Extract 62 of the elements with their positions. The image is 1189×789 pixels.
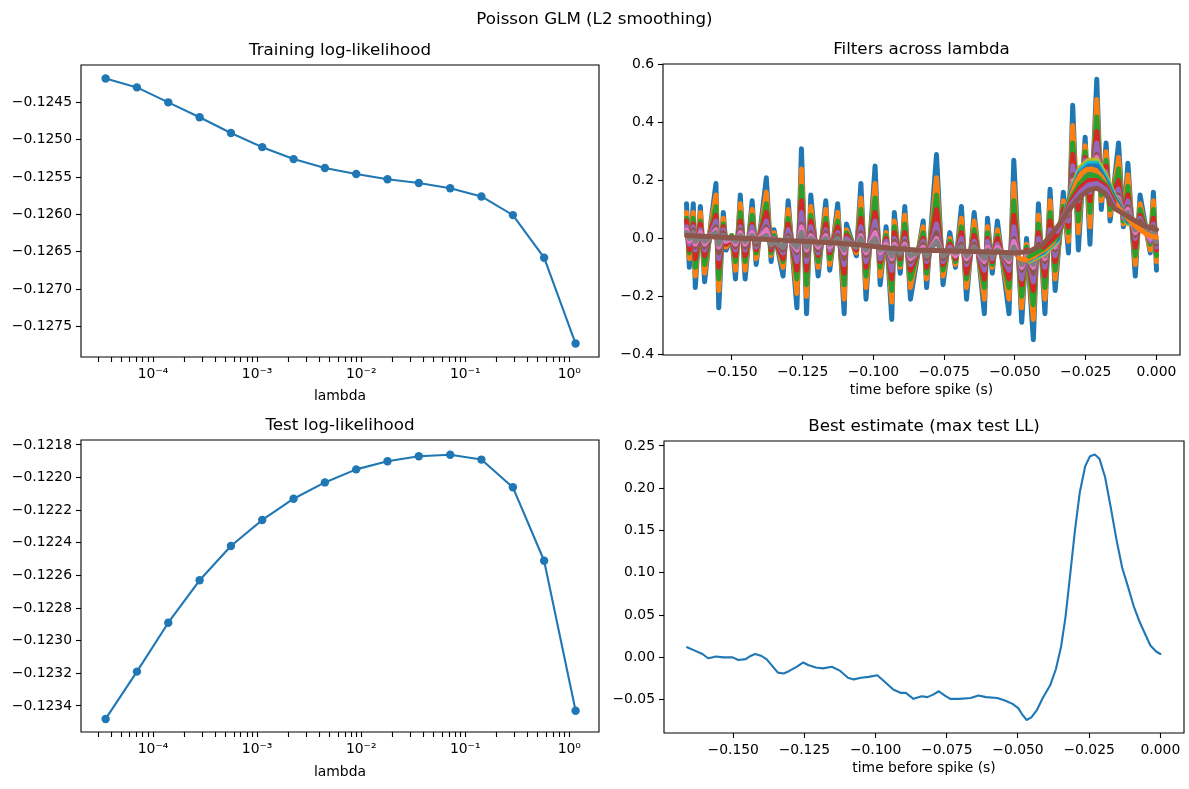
y-tick-label: 0.15 <box>624 521 655 538</box>
x-tick-label: 10⁻³ <box>241 739 273 756</box>
x-tick-label: −0.025 <box>1063 740 1115 757</box>
x-tick-label: 10⁻⁴ <box>137 739 169 756</box>
y-tick-label: −0.2 <box>620 286 654 303</box>
y-tick-label: −0.1226 <box>11 566 72 583</box>
x-tick-label: −0.100 <box>847 362 900 379</box>
y-tick-label: −0.1228 <box>11 598 72 615</box>
chart-title: Training log-likelihood <box>247 39 432 60</box>
x-tick-label: −0.150 <box>706 362 758 379</box>
y-tick-label: 0.0 <box>631 229 654 246</box>
y-tick-label: −0.1255 <box>11 167 72 184</box>
x-tick-label: 10⁻¹ <box>449 739 481 756</box>
x-axis-title: lambda <box>313 387 367 404</box>
y-tick-label: 0.6 <box>631 55 654 72</box>
y-tick-label: −0.4 <box>620 344 655 361</box>
x-axis-title: lambda <box>313 762 367 779</box>
x-tick-label: −0.100 <box>849 740 902 757</box>
x-axis-title: time before spike (s) <box>852 758 996 775</box>
chart-title: Best estimate (max test LL) <box>808 415 1040 436</box>
y-tick-label: 0.05 <box>624 605 655 622</box>
x-tick-label: 10⁻² <box>345 739 377 756</box>
y-tick-label: −0.1234 <box>11 696 73 713</box>
y-tick-label: −0.1250 <box>11 130 72 147</box>
x-tick-label: −0.050 <box>992 740 1044 757</box>
y-tick-label: −0.1218 <box>11 435 72 452</box>
chart-title: Test log-likelihood <box>264 414 415 435</box>
x-tick-label: 0.000 <box>1140 740 1181 757</box>
x-tick-label: 10⁻² <box>345 364 377 381</box>
y-tick-label: −0.1270 <box>11 279 72 296</box>
y-tick-label: −0.1224 <box>11 533 73 550</box>
y-tick-label: −0.1230 <box>11 631 72 648</box>
x-tick-label: −0.075 <box>918 362 970 379</box>
x-tick-label: −0.150 <box>707 740 759 757</box>
y-tick-label: −0.1260 <box>11 204 72 221</box>
x-tick-label: −0.075 <box>921 740 973 757</box>
y-tick-label: −0.1220 <box>11 468 72 485</box>
x-tick-label: 10⁻¹ <box>449 364 481 381</box>
x-tick-label: 10⁻³ <box>241 364 273 381</box>
x-axis-title: time before spike (s) <box>849 380 994 397</box>
x-tick-label: −0.125 <box>776 362 829 379</box>
x-tick-label: −0.025 <box>1060 362 1112 379</box>
y-tick-label: −0.05 <box>612 690 655 707</box>
x-tick-label: 10⁰ <box>557 739 582 756</box>
y-tick-label: −0.1275 <box>11 316 72 333</box>
y-tick-label: −0.1265 <box>11 242 72 259</box>
y-tick-label: 0.25 <box>624 436 655 453</box>
x-tick-label: −0.050 <box>989 362 1041 379</box>
y-tick-label: 0.00 <box>624 648 655 665</box>
y-tick-label: 0.2 <box>631 171 654 188</box>
x-tick-label: 10⁻⁴ <box>137 364 169 381</box>
y-tick-label: −0.1232 <box>11 663 72 680</box>
text: Poisson GLM (L2 smoothing) <box>475 8 714 28</box>
y-tick-label: −0.1222 <box>11 500 72 517</box>
x-tick-label: 10⁰ <box>557 364 582 381</box>
x-tick-label: 0.000 <box>1136 362 1177 379</box>
y-tick-label: 0.4 <box>631 113 655 130</box>
chart-title: Filters across lambda <box>833 38 1010 59</box>
y-tick-label: 0.20 <box>624 478 655 495</box>
y-tick-label: −0.1245 <box>11 92 72 109</box>
y-tick-label: 0.10 <box>624 563 655 580</box>
x-tick-label: −0.125 <box>778 740 831 757</box>
